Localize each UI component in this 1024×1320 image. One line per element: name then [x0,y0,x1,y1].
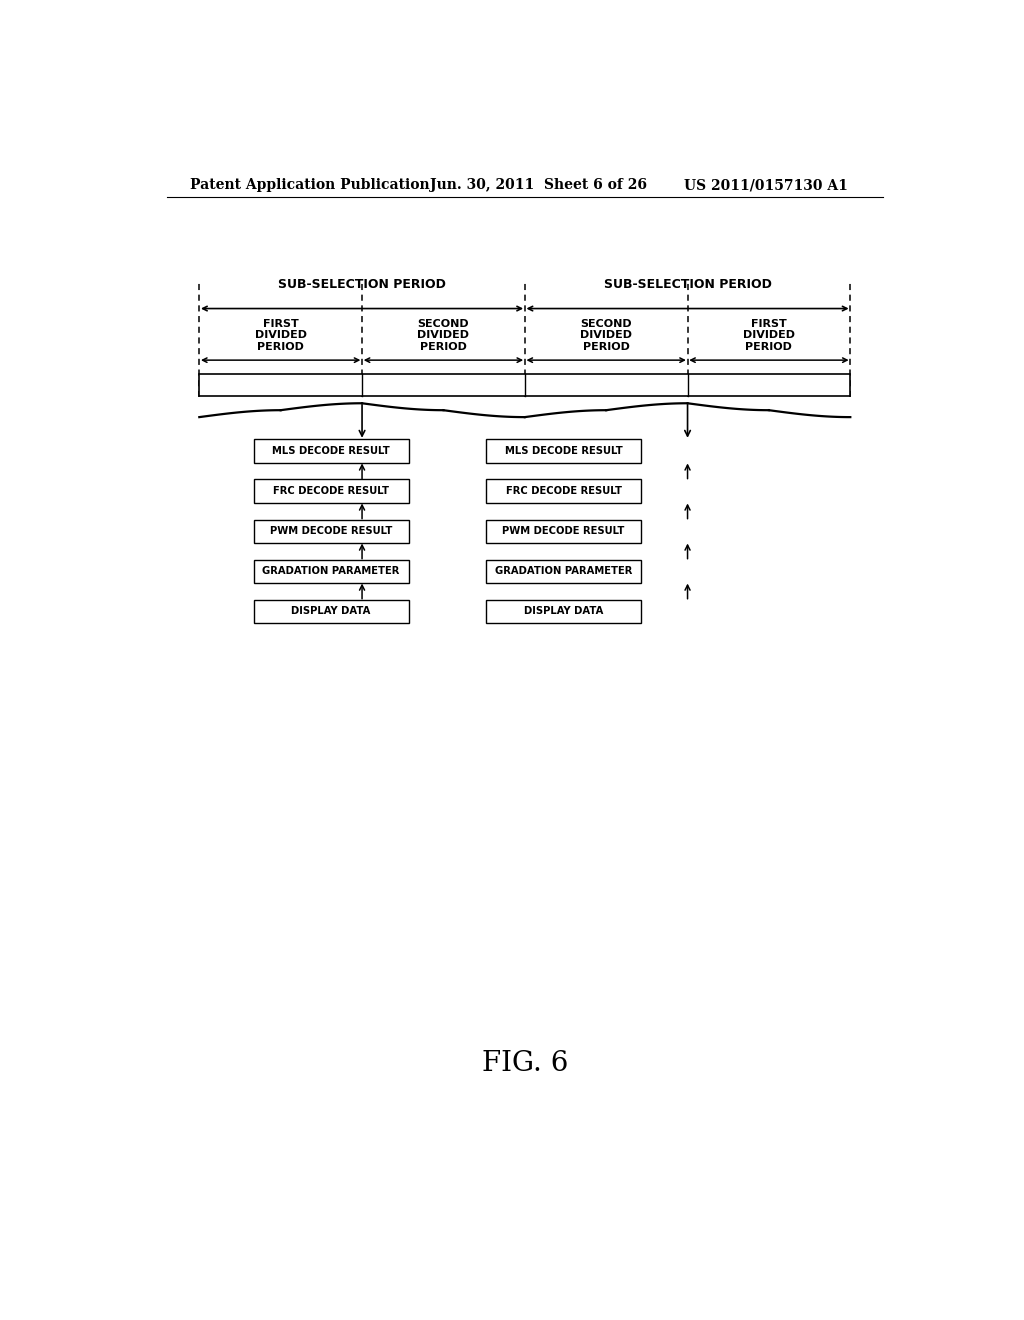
Bar [486,520,641,543]
Text: FIRST
DIVIDED
PERIOD: FIRST DIVIDED PERIOD [743,319,795,352]
Bar [254,599,409,623]
Bar [254,440,409,462]
Text: PWM DECODE RESULT: PWM DECODE RESULT [270,527,392,536]
Bar [486,599,641,623]
Bar [254,479,409,503]
Bar [254,560,409,582]
Text: DISPLAY DATA: DISPLAY DATA [524,606,603,616]
Text: US 2011/0157130 A1: US 2011/0157130 A1 [684,178,848,193]
Bar [200,374,850,396]
Bar [254,520,409,543]
Text: SUB-SELECTION PERIOD: SUB-SELECTION PERIOD [603,277,771,290]
Bar [486,479,641,503]
Text: FIG. 6: FIG. 6 [481,1049,568,1077]
Text: MLS DECODE RESULT: MLS DECODE RESULT [272,446,390,455]
Text: FRC DECODE RESULT: FRC DECODE RESULT [273,486,389,496]
Text: SECOND
DIVIDED
PERIOD: SECOND DIVIDED PERIOD [418,319,469,352]
Text: SUB-SELECTION PERIOD: SUB-SELECTION PERIOD [279,277,446,290]
Text: PWM DECODE RESULT: PWM DECODE RESULT [503,527,625,536]
Bar [486,440,641,462]
Text: DISPLAY DATA: DISPLAY DATA [292,606,371,616]
Text: FIRST
DIVIDED
PERIOD: FIRST DIVIDED PERIOD [255,319,306,352]
Text: GRADATION PARAMETER: GRADATION PARAMETER [495,566,632,576]
Text: GRADATION PARAMETER: GRADATION PARAMETER [262,566,399,576]
Text: Patent Application Publication: Patent Application Publication [190,178,430,193]
Text: Jun. 30, 2011  Sheet 6 of 26: Jun. 30, 2011 Sheet 6 of 26 [430,178,647,193]
Text: FRC DECODE RESULT: FRC DECODE RESULT [506,486,622,496]
Text: MLS DECODE RESULT: MLS DECODE RESULT [505,446,623,455]
Text: SECOND
DIVIDED
PERIOD: SECOND DIVIDED PERIOD [581,319,632,352]
Bar [486,560,641,582]
